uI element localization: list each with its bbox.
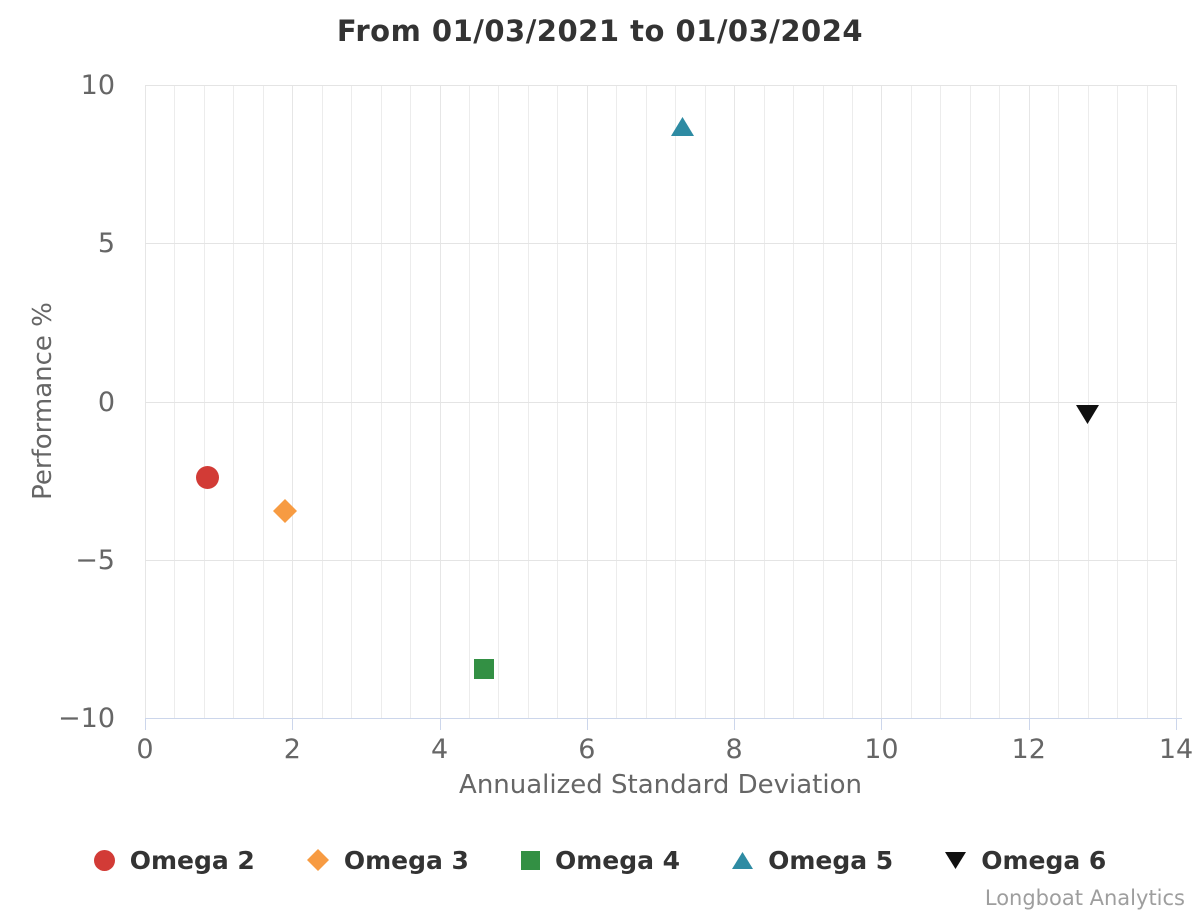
x-axis-tick <box>734 719 736 730</box>
data-point-omega-6[interactable] <box>1076 404 1100 424</box>
legend-label: Omega 6 <box>981 845 1107 875</box>
legend-label: Omega 4 <box>554 845 681 875</box>
x-axis-tick <box>1176 719 1177 730</box>
x-axis-title: Annualized Standard Deviation <box>459 770 862 800</box>
gridline-horizontal <box>145 401 1176 403</box>
y-tick-label: 10 <box>80 70 115 101</box>
x-axis-line <box>145 718 1182 719</box>
legend-item-omega-2[interactable]: Omega 2 <box>93 845 255 875</box>
plot-area <box>145 85 1182 730</box>
legend-label: Omega 5 <box>768 845 894 875</box>
x-tick-label: 10 <box>864 734 899 765</box>
triangle-down-icon <box>945 851 967 869</box>
x-axis-tick <box>439 719 441 730</box>
legend-item-omega-5[interactable]: Omega 5 <box>732 846 893 875</box>
x-axis-tick <box>1028 719 1030 730</box>
x-tick-label: 2 <box>283 734 301 765</box>
legend-item-omega-4[interactable]: Omega 4 <box>520 845 681 875</box>
triangle-up-icon <box>732 851 754 869</box>
x-tick-label: 14 <box>1158 734 1194 765</box>
legend-item-omega-6[interactable]: Omega 6 <box>945 846 1106 875</box>
legend-item-omega-3[interactable]: Omega 3 <box>306 845 469 875</box>
data-point-omega-4[interactable] <box>473 658 494 679</box>
gridline-vertical-major <box>1176 85 1177 718</box>
x-axis-tick <box>145 719 146 730</box>
x-tick-label: 6 <box>578 734 596 765</box>
legend-label: Omega 3 <box>343 845 469 875</box>
gridline-horizontal <box>145 85 1176 86</box>
legend-label: Omega 2 <box>129 845 255 875</box>
x-tick-label: 0 <box>136 734 154 765</box>
gridline-horizontal <box>145 243 1176 245</box>
x-tick-label: 12 <box>1011 734 1046 765</box>
y-tick-label: 5 <box>97 228 115 260</box>
data-point-omega-3[interactable] <box>272 498 297 523</box>
x-tick-label: 4 <box>430 734 449 765</box>
y-tick-label: −10 <box>58 703 115 734</box>
chart-title: From 01/03/2021 to 01/03/2024 <box>336 14 864 48</box>
y-tick-label: −5 <box>75 544 115 576</box>
x-axis-tick <box>586 719 588 730</box>
data-point-omega-5[interactable] <box>671 116 695 136</box>
circle-icon <box>93 849 115 871</box>
square-icon <box>520 850 540 870</box>
x-axis-tick <box>881 719 883 730</box>
credits-link[interactable]: Longboat Analytics <box>984 886 1185 910</box>
x-tick-label: 8 <box>725 734 743 765</box>
diamond-icon <box>306 849 329 871</box>
x-axis-tick <box>292 719 294 730</box>
y-axis-title-text: Performance % <box>28 302 58 500</box>
legend: Omega 2 Omega 3 Omega 4 Omega 5 Omega 6 <box>0 842 1200 878</box>
gridline-horizontal <box>145 559 1176 561</box>
data-point-omega-2[interactable] <box>196 465 220 489</box>
